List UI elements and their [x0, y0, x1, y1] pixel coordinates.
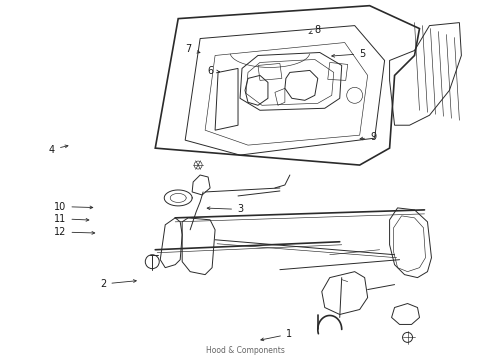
Text: 4: 4: [49, 144, 68, 154]
Text: 6: 6: [208, 66, 220, 76]
Text: 12: 12: [54, 227, 95, 237]
Text: 5: 5: [332, 49, 366, 59]
Text: 3: 3: [207, 204, 243, 215]
Text: 10: 10: [54, 202, 93, 212]
Text: 2: 2: [100, 279, 136, 289]
Text: 8: 8: [309, 25, 320, 35]
Text: Hood & Components: Hood & Components: [206, 346, 284, 355]
Text: 7: 7: [186, 44, 200, 54]
Text: 1: 1: [261, 329, 292, 341]
Text: 11: 11: [54, 214, 89, 224]
Text: 9: 9: [360, 132, 376, 142]
